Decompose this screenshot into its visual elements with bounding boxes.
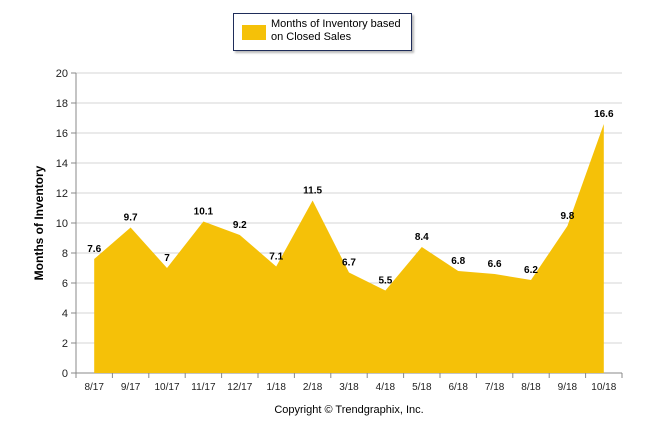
legend-label: Months of Inventory based on Closed Sale… [271,18,401,43]
y-tick-label: 10 [56,218,68,230]
y-tick-label: 6 [62,278,68,290]
x-tick-label: 7/18 [485,382,505,393]
x-tick-label: 10/17 [154,382,179,393]
copyright-footer: Copyright © Trendgraphix, Inc. [274,404,423,416]
data-label: 6.6 [488,259,502,270]
y-tick-label: 18 [56,98,68,110]
x-tick-label: 12/17 [227,382,252,393]
data-label: 7 [164,253,170,264]
x-tick-label: 11/17 [191,382,216,393]
data-label: 6.7 [342,258,356,269]
y-axis-title: Months of Inventory [32,165,46,280]
x-tick-label: 6/18 [448,382,468,393]
data-label: 8.4 [415,232,429,243]
x-tick-label: 9/17 [121,382,141,393]
y-tick-label: 2 [62,338,68,350]
x-tick-label: 8/17 [84,382,104,393]
data-label: 7.6 [87,244,101,255]
data-label: 6.2 [524,265,538,276]
x-tick-label: 3/18 [339,382,359,393]
data-label: 9.7 [124,213,138,224]
data-label: 5.5 [378,276,392,287]
x-tick-label: 4/18 [376,382,396,393]
data-label: 9.2 [233,220,247,231]
data-label: 7.1 [269,252,283,263]
x-tick-label: 5/18 [412,382,432,393]
x-tick-label: 10/18 [591,382,616,393]
y-tick-label: 20 [56,68,68,80]
data-label: 10.1 [194,207,214,218]
data-label: 9.8 [560,211,574,222]
y-tick-label: 0 [62,368,68,380]
y-tick-label: 14 [56,158,68,170]
x-tick-label: 8/18 [521,382,541,393]
legend: Months of Inventory based on Closed Sale… [233,13,412,51]
data-label: 11.5 [303,186,322,197]
data-label: 6.8 [451,256,465,267]
x-tick-label: 1/18 [266,382,286,393]
y-tick-label: 4 [62,308,68,320]
y-tick-label: 16 [56,128,68,140]
y-tick-label: 8 [62,248,68,260]
data-label: 16.6 [594,109,614,120]
legend-swatch [242,25,266,40]
area-series-months-of-inventory [94,124,604,373]
x-tick-label: 9/18 [558,382,578,393]
y-tick-label: 12 [56,188,68,200]
x-tick-label: 2/18 [303,382,323,393]
